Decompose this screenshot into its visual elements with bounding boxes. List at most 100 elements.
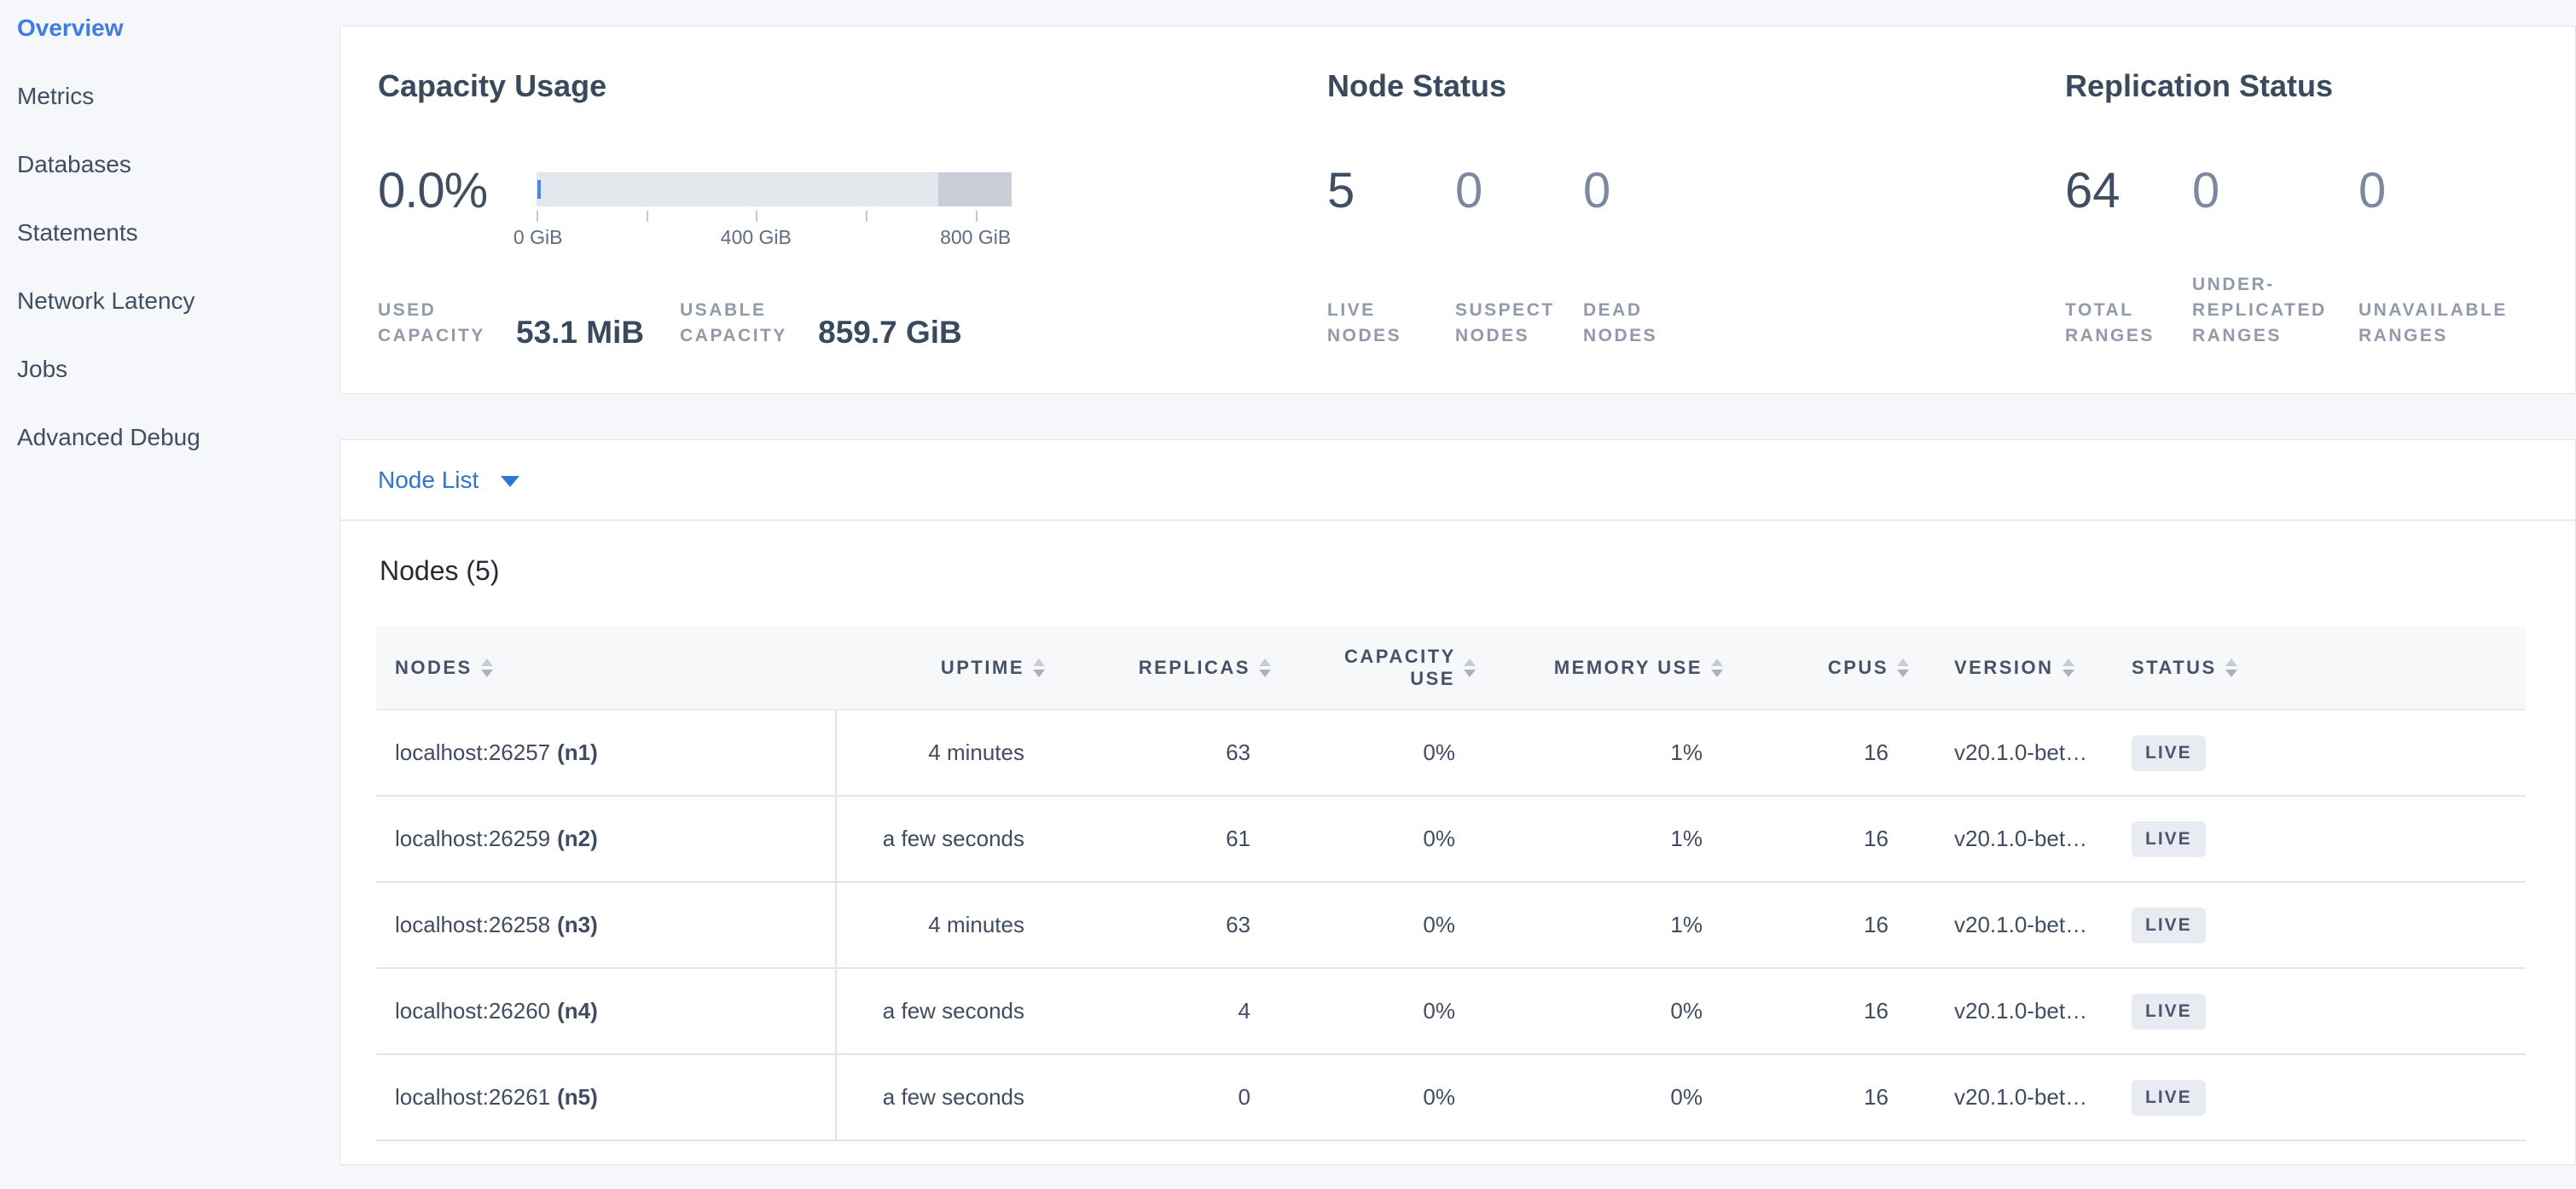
chevron-down-icon [501, 476, 520, 487]
memory-use-cell: 1% [1670, 826, 1703, 851]
capacity-use-cell: 0% [1423, 912, 1455, 937]
replicas-cell: 61 [1226, 826, 1250, 851]
memory-use-cell: 0% [1670, 1084, 1703, 1110]
used-capacity-value: 53.1 MiB [516, 315, 645, 350]
under-replicated-ranges-stat: 0 UNDER-REPLICATED RANGES [2192, 163, 2358, 349]
capacity-percent-value: 0.0% [378, 163, 488, 218]
main-content: Capacity Usage 0.0% [339, 0, 2576, 1189]
sort-icon [480, 658, 493, 677]
sidebar-item-databases[interactable]: Databases [17, 151, 131, 177]
under-replicated-ranges-label: UNDER-REPLICATED RANGES [2192, 275, 2327, 345]
sort-icon [1259, 658, 1271, 677]
table-row-n1[interactable]: localhost:26257 (n1) 4 minutes 63 0% 1% 1… [376, 710, 2526, 797]
version-cell: v20.1.0-bet… [1954, 998, 2088, 1024]
capacity-gauge-bar [537, 172, 1012, 206]
replicas-cell: 4 [1238, 998, 1250, 1024]
uptime-cell: 4 minutes [928, 912, 1024, 937]
sidebar-item-jobs[interactable]: Jobs [17, 356, 68, 382]
cpus-cell: 16 [1864, 826, 1888, 851]
header-nodes[interactable]: NODES [376, 657, 837, 679]
sort-icon [1464, 658, 1476, 677]
used-capacity-label: USED CAPACITY [378, 300, 485, 345]
uptime-cell: a few seconds [882, 826, 1024, 851]
capacity-gauge-other-segment [938, 172, 1012, 206]
dead-nodes-label: DEAD NODES [1583, 300, 1658, 345]
live-nodes-stat: 5 LIVE NODES [1327, 163, 1455, 349]
header-memory-use[interactable]: MEMORY USE [1494, 657, 1741, 679]
node-address: localhost:26258 [395, 912, 551, 937]
node-list-dropdown[interactable]: Node List [340, 440, 2575, 521]
node-id: (n4) [557, 998, 598, 1024]
sidebar-item-network-latency[interactable]: Network Latency [17, 287, 195, 314]
memory-use-cell: 1% [1670, 912, 1703, 937]
capacity-use-cell: 0% [1423, 740, 1455, 765]
dead-nodes-stat: 0 DEAD NODES [1583, 163, 1711, 349]
gauge-tick-label-400: 400 GiB [720, 226, 792, 248]
unavailable-ranges-label: UNAVAILABLE RANGES [2358, 300, 2508, 345]
gauge-tick-label-0: 0 GiB [513, 226, 563, 248]
capacity-use-cell: 0% [1423, 826, 1455, 851]
sidebar-item-advanced-debug[interactable]: Advanced Debug [17, 424, 200, 450]
sort-icon [1897, 658, 1909, 677]
dead-nodes-value: 0 [1583, 163, 1611, 218]
capacity-use-cell: 0% [1423, 1084, 1455, 1110]
version-cell: v20.1.0-bet… [1954, 912, 2088, 937]
header-replicas[interactable]: REPLICAS [1050, 657, 1272, 679]
header-status[interactable]: STATUS [2125, 657, 2526, 679]
uptime-cell: a few seconds [882, 1084, 1024, 1110]
sidebar-item-statements[interactable]: Statements [17, 219, 138, 246]
sort-icon [2225, 658, 2237, 677]
suspect-nodes-label: SUSPECT NODES [1455, 300, 1555, 345]
unavailable-ranges-stat: 0 UNAVAILABLE RANGES [2358, 166, 2538, 349]
version-cell: v20.1.0-bet… [1954, 826, 2088, 851]
sort-icon [1033, 658, 1045, 677]
total-ranges-value: 64 [2065, 163, 2121, 218]
uptime-cell: 4 minutes [928, 740, 1024, 765]
cpus-cell: 16 [1864, 998, 1888, 1024]
capacity-usage-section: Capacity Usage 0.0% [378, 67, 1327, 349]
suspect-nodes-stat: 0 SUSPECT NODES [1455, 163, 1583, 349]
memory-use-cell: 1% [1670, 740, 1703, 765]
node-id: (n5) [557, 1084, 598, 1110]
header-version[interactable]: VERSION [1912, 657, 2125, 679]
sort-icon [2062, 658, 2074, 677]
sort-icon [1711, 658, 1723, 677]
cluster-summary-card: Capacity Usage 0.0% [339, 26, 2576, 394]
table-row-n4[interactable]: localhost:26260 (n4) a few seconds 4 0% 0… [376, 969, 2526, 1055]
sidebar-item-metrics[interactable]: Metrics [17, 83, 95, 109]
live-nodes-label: LIVE NODES [1327, 300, 1402, 345]
live-nodes-value: 5 [1327, 163, 1355, 218]
cpus-cell: 16 [1864, 1084, 1888, 1110]
node-list-card: Node List Nodes (5) NODES UPTIME [339, 439, 2576, 1165]
header-uptime[interactable]: UPTIME [837, 657, 1050, 679]
sidebar-item-overview[interactable]: Overview [17, 14, 124, 41]
node-id: (n3) [557, 912, 598, 937]
status-badge: LIVE [2132, 734, 2206, 771]
header-cpus[interactable]: CPUS [1741, 657, 1912, 679]
uptime-cell: a few seconds [882, 998, 1024, 1024]
replicas-cell: 0 [1238, 1084, 1250, 1110]
cpus-cell: 16 [1864, 912, 1888, 937]
replication-status-section: Replication Status 64 TOTAL RANGES 0 UND… [2065, 67, 2538, 349]
capacity-gauge: 0 GiB 400 GiB 800 GiB [513, 167, 1012, 248]
version-cell: v20.1.0-bet… [1954, 1084, 2088, 1110]
gauge-tick-label-800: 800 GiB [940, 226, 1012, 248]
usable-capacity-value: 859.7 GiB [818, 315, 962, 350]
node-status-title: Node Status [1327, 68, 1507, 103]
header-capacity-use[interactable]: CAPACITY USE [1272, 646, 1494, 690]
status-badge: LIVE [2132, 821, 2206, 857]
replicas-cell: 63 [1226, 740, 1250, 765]
nodes-count-heading: Nodes (5) [380, 555, 500, 586]
capacity-gauge-ticks [537, 206, 1012, 222]
capacity-usage-title: Capacity Usage [378, 68, 607, 103]
node-id: (n1) [557, 740, 598, 765]
table-row-n3[interactable]: localhost:26258 (n3) 4 minutes 63 0% 1% 1… [376, 883, 2526, 969]
node-address: localhost:26261 [395, 1084, 551, 1110]
under-replicated-ranges-value: 0 [2192, 163, 2220, 218]
total-ranges-stat: 64 TOTAL RANGES [2065, 163, 2192, 349]
total-ranges-label: TOTAL RANGES [2065, 300, 2155, 345]
suspect-nodes-value: 0 [1455, 163, 1483, 218]
table-row-n2[interactable]: localhost:26259 (n2) a few seconds 61 0% … [376, 797, 2526, 883]
table-row-n5[interactable]: localhost:26261 (n5) a few seconds 0 0% 0… [376, 1055, 2526, 1141]
